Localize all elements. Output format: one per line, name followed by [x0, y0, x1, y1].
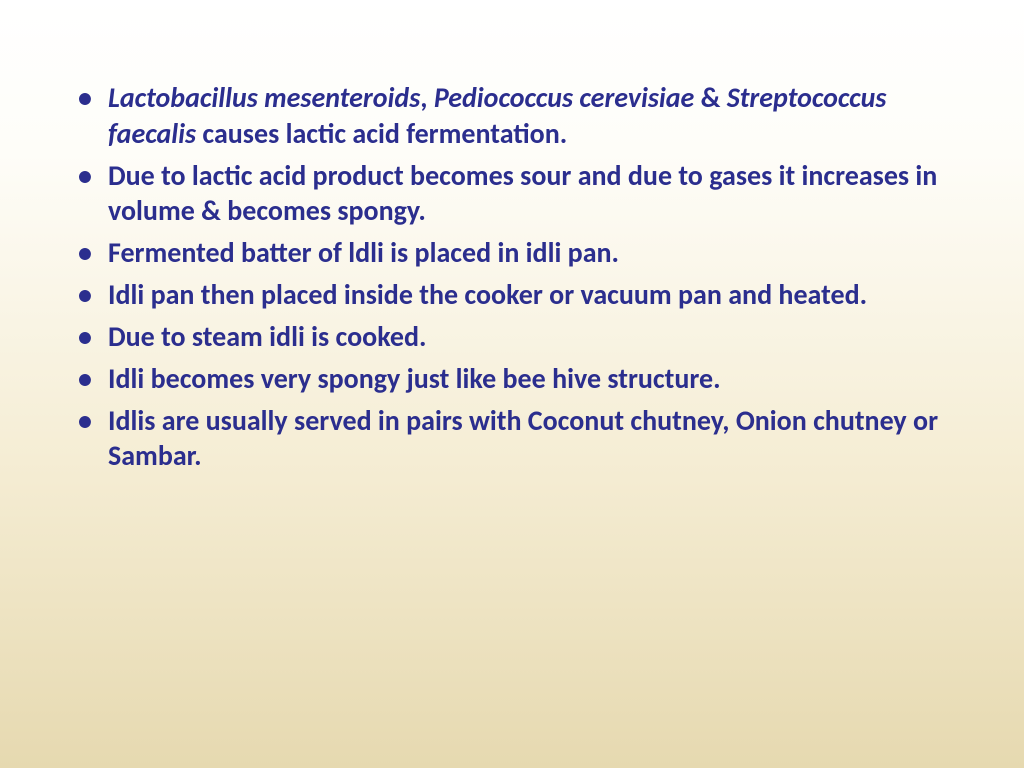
bullet-item: Lactobacillus mesenteroids, Pediococcus …	[70, 80, 954, 152]
bullet-text: Idli becomes very spongy just like bee h…	[108, 361, 721, 396]
bullet-item: Idlis are usually served in pairs with C…	[70, 403, 954, 475]
bullet-item: Idli becomes very spongy just like bee h…	[70, 361, 954, 397]
bullet-text: causes lactic acid fermentation.	[196, 116, 567, 151]
bullet-text: Due to steam idli is cooked.	[108, 319, 427, 354]
slide: Lactobacillus mesenteroids, Pediococcus …	[0, 0, 1024, 768]
bullet-item: Due to lactic acid product becomes sour …	[70, 158, 954, 230]
bullet-item: Idli pan then placed inside the cooker o…	[70, 277, 954, 313]
bullet-text: ,	[420, 80, 434, 115]
bullet-text: Idli pan then placed inside the cooker o…	[108, 277, 867, 312]
bullet-list: Lactobacillus mesenteroids, Pediococcus …	[70, 80, 954, 474]
bullet-text: &	[694, 80, 726, 115]
bullet-item: Fermented batter of ldli is placed in id…	[70, 235, 954, 271]
bullet-text-italic: Lactobacillus mesenteroids	[108, 80, 420, 115]
bullet-text-italic: Pediococcus cerevisiae	[434, 80, 694, 115]
bullet-text: Idlis are usually served in pairs with C…	[108, 403, 938, 474]
bullet-text: Due to lactic acid product becomes sour …	[108, 158, 937, 229]
bullet-text: Fermented batter of ldli is placed in id…	[108, 235, 619, 270]
bullet-item: Due to steam idli is cooked.	[70, 319, 954, 355]
